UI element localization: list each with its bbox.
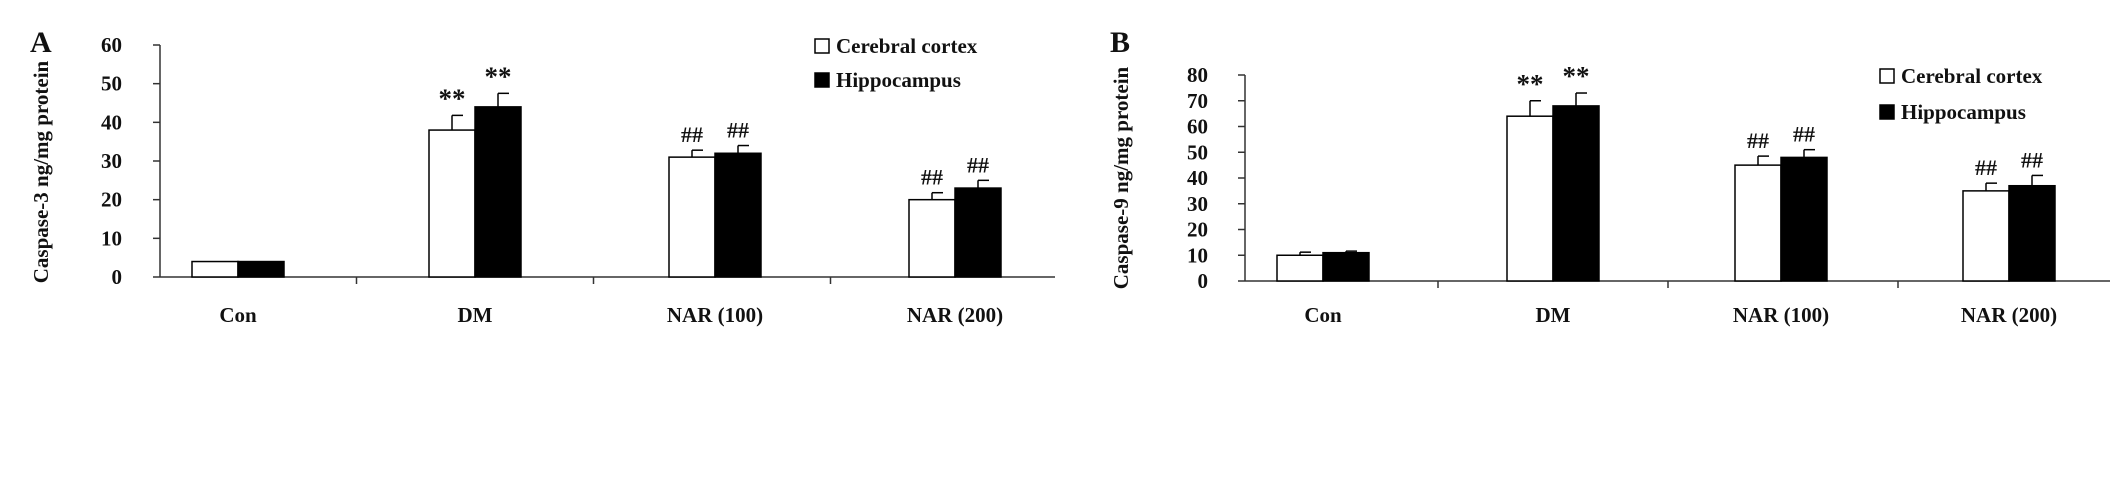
y-tick-label: 50 <box>1187 140 1208 164</box>
y-tick-label: 30 <box>101 149 122 173</box>
y-tick-label: 50 <box>101 72 122 96</box>
legend-label-cerebral-cortex: Cerebral cortex <box>836 34 978 58</box>
y-tick-label: 20 <box>101 188 122 212</box>
bar-cerebral-cortex <box>908 198 956 278</box>
y-tick-label: 10 <box>1187 243 1208 267</box>
significance-marker: ## <box>1975 155 1997 180</box>
bar-cerebral-cortex <box>1506 115 1554 282</box>
legend-swatch-hippocampus <box>814 72 830 88</box>
bar-hippocampus <box>954 187 1002 278</box>
category-label: NAR (100) <box>1733 303 1829 327</box>
legend-swatch-cerebral-cortex <box>1879 68 1895 84</box>
y-axis-label: Caspase-3 ng/mg protein <box>29 60 53 283</box>
panel-label: A <box>30 26 52 59</box>
category-label: NAR (200) <box>907 303 1003 327</box>
category-label: NAR (100) <box>667 303 763 327</box>
significance-marker: ## <box>1793 122 1815 147</box>
y-tick-label: 70 <box>1187 89 1208 113</box>
y-tick-label: 20 <box>1187 218 1208 242</box>
legend-swatch-hippocampus <box>1879 104 1895 120</box>
y-tick-label: 0 <box>112 265 123 289</box>
significance-marker: ** <box>485 61 512 91</box>
y-tick-label: 60 <box>1187 115 1208 139</box>
significance-marker: ## <box>2021 147 2043 172</box>
bar-hippocampus <box>1552 105 1600 282</box>
category-label: DM <box>1536 303 1571 327</box>
bar-hippocampus <box>1322 251 1370 282</box>
significance-marker: ** <box>1563 61 1590 91</box>
bar-hippocampus <box>474 106 522 278</box>
category-label: NAR (200) <box>1961 303 2057 327</box>
bar-cerebral-cortex <box>1734 164 1782 282</box>
category-label: Con <box>219 303 257 327</box>
y-tick-label: 80 <box>1187 63 1208 87</box>
category-label: Con <box>1304 303 1342 327</box>
y-tick-label: 10 <box>101 226 122 250</box>
bar-cerebral-cortex <box>1276 254 1324 282</box>
bar-hippocampus <box>2008 184 2056 282</box>
significance-marker: ** <box>1517 69 1544 99</box>
legend-label-hippocampus: Hippocampus <box>1901 100 2026 124</box>
y-tick-label: 0 <box>1198 269 1209 293</box>
bar-cerebral-cortex <box>668 156 716 278</box>
y-tick-label: 60 <box>101 33 122 57</box>
y-tick-label: 40 <box>101 110 122 134</box>
bar-cerebral-cortex <box>191 260 239 278</box>
significance-marker: ## <box>967 152 989 177</box>
legend-label-hippocampus: Hippocampus <box>836 68 961 92</box>
legend-swatch-cerebral-cortex <box>814 38 830 54</box>
y-tick-label: 30 <box>1187 192 1208 216</box>
bar-hippocampus <box>237 260 285 278</box>
legend-label-cerebral-cortex: Cerebral cortex <box>1901 64 2043 88</box>
panel-label: B <box>1110 26 1130 59</box>
significance-marker: ## <box>1747 128 1769 153</box>
category-label: DM <box>458 303 493 327</box>
y-tick-label: 40 <box>1187 166 1208 190</box>
bar-cerebral-cortex <box>1962 190 2010 282</box>
y-axis-label: Caspase-9 ng/mg protein <box>1109 66 1133 289</box>
significance-marker: ## <box>727 118 749 143</box>
significance-marker: ** <box>439 83 466 113</box>
significance-marker: ## <box>681 122 703 147</box>
bar-hippocampus <box>714 152 762 278</box>
bar-hippocampus <box>1780 156 1828 282</box>
bar-cerebral-cortex <box>428 129 476 278</box>
significance-marker: ## <box>921 165 943 190</box>
